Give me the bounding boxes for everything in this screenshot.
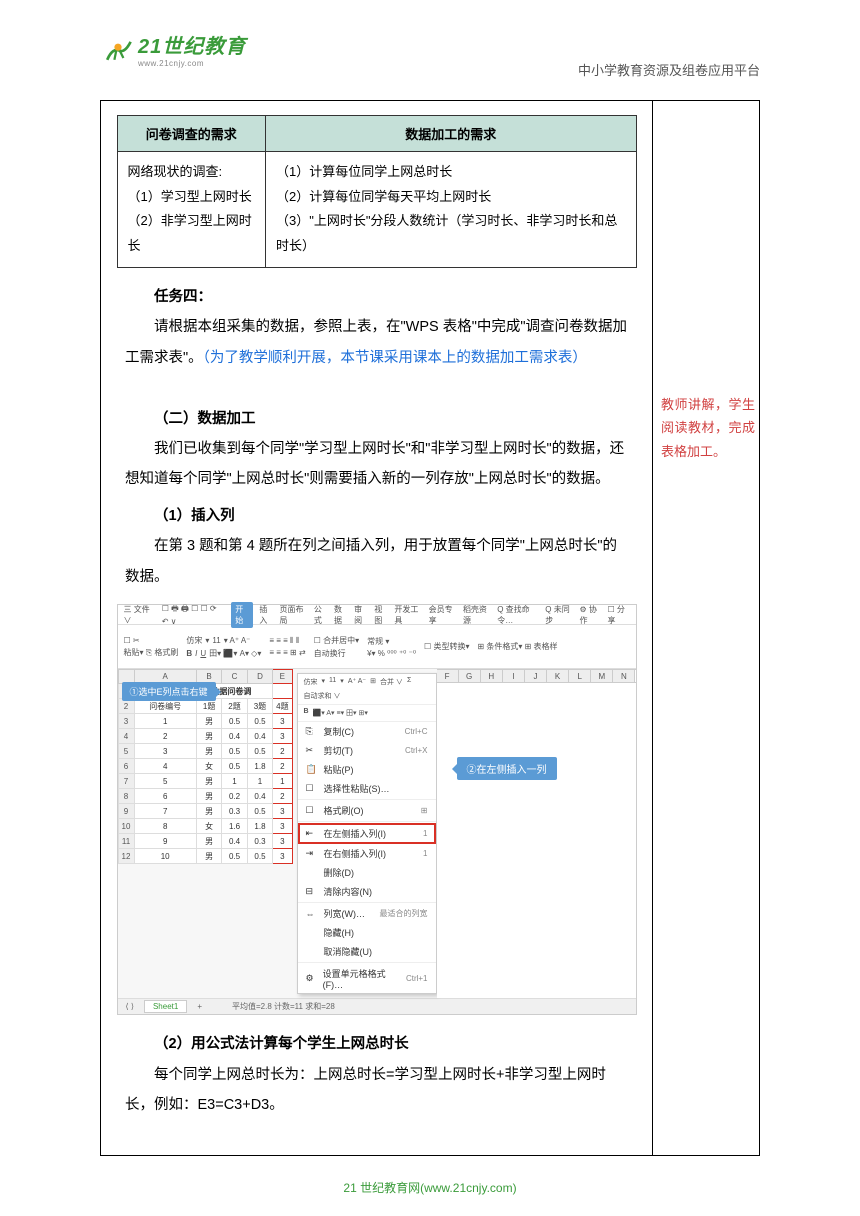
ss-tab[interactable]: 审阅: [354, 604, 368, 626]
table-header-1: 问卷调查的需求: [117, 116, 265, 152]
context-menu-item[interactable]: ⊟清除内容(N): [298, 882, 436, 901]
ss-tab-start[interactable]: 开始: [231, 602, 253, 628]
context-menu-item[interactable]: ⚙设置单元格格式(F)…Ctrl+1: [298, 964, 436, 993]
task4-blue-note: （为了教学顺利开展，本节课采用课本上的数据加工需求表）: [203, 350, 587, 366]
callout-1: ①选中E列点击右键: [122, 682, 216, 701]
context-menu-item[interactable]: ⇥在右侧插入列(I)1: [298, 844, 436, 863]
ss-tab[interactable]: 视图: [374, 604, 388, 626]
ss-grid-area: ①选中E列点击右键 ABCDE 1中学生网络行为数据问卷调 2问卷编号1题2题3…: [118, 669, 293, 998]
ss-tab[interactable]: 开发工具: [394, 604, 422, 626]
task4-heading: 任务四：: [125, 282, 628, 312]
ss-tab[interactable]: 插入: [259, 604, 273, 626]
logo-main-text: 21世纪教育: [138, 30, 246, 59]
ss-tab[interactable]: 稻壳资源: [463, 604, 491, 626]
table-cell-right: （1）计算每位同学上网总时长 （2）计算每位同学每天平均上网时长 （3）"上网时…: [265, 152, 636, 268]
content-body-2: （2）用公式法计算每个学生上网总时长 每个同学上网总时长为：上网总时长=学习型上…: [101, 1015, 652, 1120]
context-menu-item[interactable]: 隐藏(H): [298, 923, 436, 942]
page-footer: 21 世纪教育网(www.21cnjy.com): [0, 1179, 860, 1196]
sheet-tab[interactable]: Sheet1: [144, 1000, 187, 1013]
context-menu-item[interactable]: ⎘复制(C)Ctrl+C: [298, 722, 436, 741]
context-menu-item[interactable]: ⇔列宽(W)…最适合的列宽: [298, 904, 436, 923]
logo: 21世纪教育 www.21cnjy.com: [100, 30, 246, 68]
context-menu-item[interactable]: 📋粘贴(P): [298, 760, 436, 779]
logo-sub-text: www.21cnjy.com: [138, 59, 246, 68]
sub2-paragraph: 每个同学上网总时长为：上网总时长=学习型上网时长+非学习型上网时长，例如：E3=…: [125, 1060, 628, 1121]
section2-paragraph: 我们已收集到每个同学"学习型上网时长"和"非学习型上网时长"的数据，还想知道每个…: [125, 434, 628, 495]
callout-2: ②在左侧插入一列: [457, 757, 557, 780]
ss-sync[interactable]: Q 未同步: [545, 604, 573, 626]
table-header-2: 数据加工的需求: [265, 116, 636, 152]
table-cell-left: 网络现状的调查: （1）学习型上网时长 （2）非学习型上网时长: [117, 152, 265, 268]
task4-paragraph: 请根据本组采集的数据，参照上表，在"WPS 表格"中完成"调查问卷数据加工需求表…: [125, 312, 628, 373]
requirements-table: 问卷调查的需求 数据加工的需求 网络现状的调查: （1）学习型上网时长 （2）非…: [117, 115, 637, 268]
spreadsheet-screenshot: 三 文件 ∨ ☐ 🖶 🖨 ☐ ☐ ⟳ ↶ ∨ 开始 插入 页面布局 公式 数据 …: [117, 604, 637, 1015]
ss-topbar: 三 文件 ∨ ☐ 🖶 🖨 ☐ ☐ ⟳ ↶ ∨ 开始 插入 页面布局 公式 数据 …: [118, 605, 636, 625]
context-menu-item[interactable]: 取消隐藏(U): [298, 942, 436, 961]
ss-search[interactable]: Q 查找命令…: [497, 604, 539, 626]
ss-tab[interactable]: 公式: [314, 604, 328, 626]
content-body: 任务四： 请根据本组采集的数据，参照上表，在"WPS 表格"中完成"调查问卷数据…: [101, 268, 652, 592]
side-column: 教师讲解，学生阅读教材，完成表格加工。: [653, 101, 759, 1155]
section2-heading: （二）数据加工: [125, 404, 628, 434]
ss-tab[interactable]: 会员专享: [429, 604, 457, 626]
ss-right-area: FGHIJKLMN ②在左侧插入一列: [437, 669, 636, 998]
page-header: 21世纪教育 www.21cnjy.com 中小学教育资源及组卷应用平台: [0, 30, 860, 90]
ss-share[interactable]: ☐ 分享: [607, 604, 629, 626]
ss-file-menu[interactable]: 三 文件 ∨: [124, 604, 156, 626]
context-menu-item[interactable]: ✂剪切(T)Ctrl+X: [298, 741, 436, 760]
context-menu-item[interactable]: ⇤在左侧插入列(I)1: [298, 823, 436, 844]
side-note-text: 教师讲解，学生阅读教材，完成表格加工。: [661, 393, 755, 463]
ss-statusbar: ⟨ ⟩ Sheet1 + 平均值=2.8 计数=11 求和=28: [118, 998, 636, 1014]
sub1-heading: （1）插入列: [125, 501, 628, 531]
ss-tab[interactable]: 数据: [334, 604, 348, 626]
context-menu-item[interactable]: 删除(D): [298, 863, 436, 882]
ss-ribbon: ☐ ✂ 粘贴▾ ⎘ 格式刷 仿宋 ▾ 11 ▾ A⁺ A⁻ B I U 田▾ ⬛…: [118, 625, 636, 669]
context-menu[interactable]: 仿宋▾ 11▾ A⁺ A⁻ ⊞合并 ∨ Σ自动求和 ∨ B ⬛▾ A▾ ≡▾ 田…: [297, 673, 437, 994]
page-frame: 问卷调查的需求 数据加工的需求 网络现状的调查: （1）学习型上网时长 （2）非…: [100, 100, 760, 1156]
header-platform-text: 中小学教育资源及组卷应用平台: [578, 60, 760, 79]
ss-quickbar[interactable]: ☐ 🖶 🖨 ☐ ☐ ⟳ ↶ ∨: [162, 603, 226, 626]
context-menu-item[interactable]: ☐格式刷(O)⊞: [298, 801, 436, 820]
main-column: 问卷调查的需求 数据加工的需求 网络现状的调查: （1）学习型上网时长 （2）非…: [101, 101, 653, 1155]
ss-tab[interactable]: 页面布局: [280, 604, 308, 626]
sub2-heading: （2）用公式法计算每个学生上网总时长: [125, 1029, 628, 1059]
sub1-paragraph: 在第 3 题和第 4 题所在列之间插入列，用于放置每个同学"上网总时长"的数据。: [125, 531, 628, 592]
logo-icon: [100, 31, 136, 67]
context-menu-item[interactable]: ☐选择性粘贴(S)…: [298, 779, 436, 798]
ss-collab[interactable]: ⚙ 协作: [579, 604, 601, 626]
